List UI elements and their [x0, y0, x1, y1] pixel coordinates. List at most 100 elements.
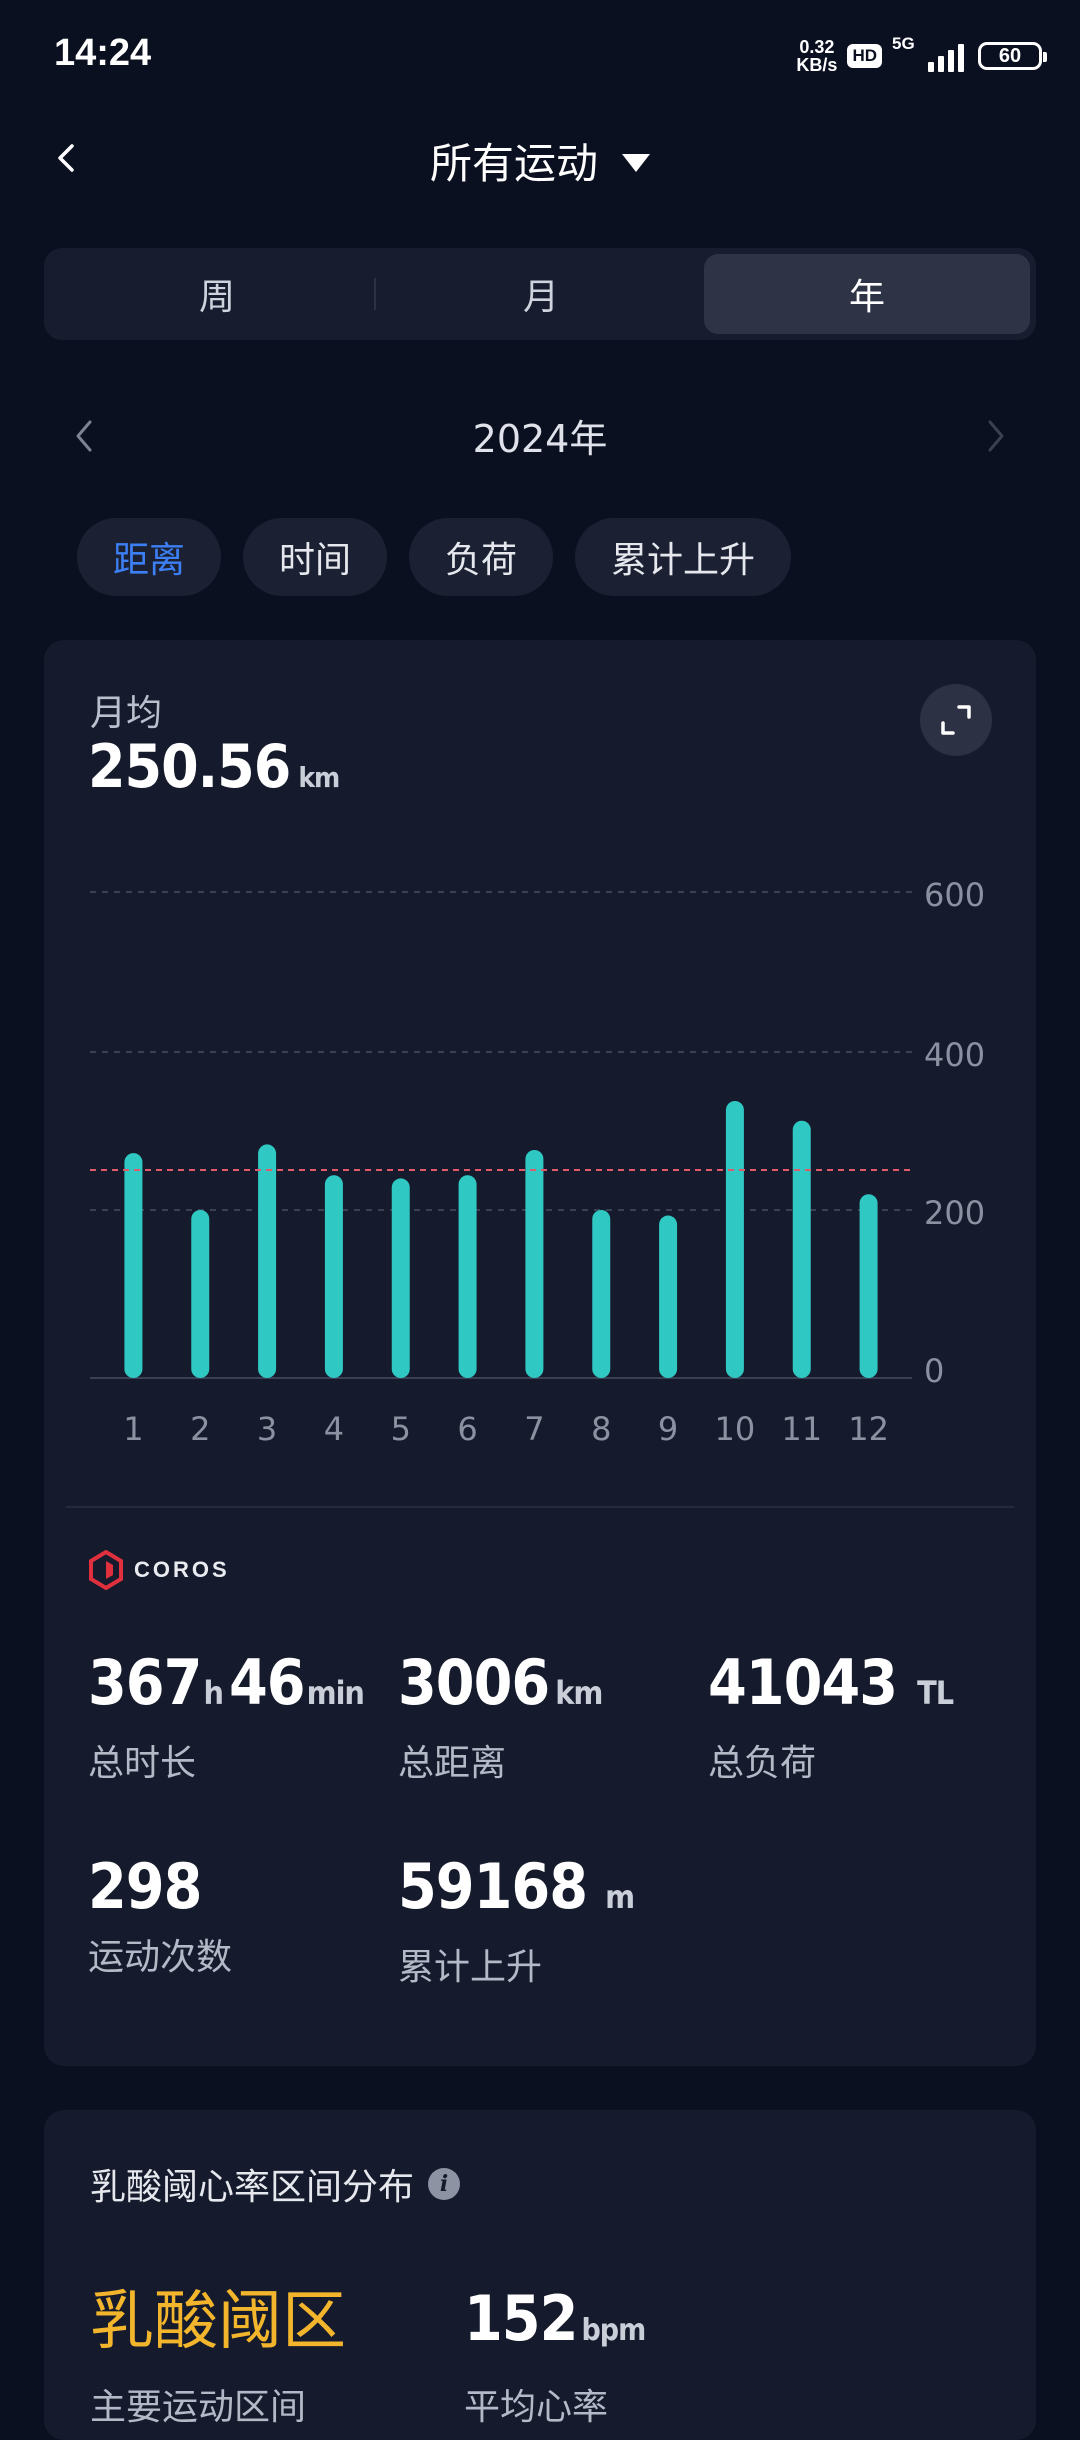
- total-distance-value: 3006 km: [398, 1646, 603, 1728]
- bar-month-4: [324, 1175, 343, 1378]
- total-time-label: 总时长: [88, 1743, 197, 1784]
- stat-total-distance: 3006 km 总距离: [398, 1646, 603, 1786]
- segment-divider: [374, 278, 376, 310]
- card-divider: [66, 1506, 1014, 1508]
- average-heart-rate-label: 平均心率: [464, 2387, 609, 2428]
- x-tick-label: 4: [324, 1410, 344, 1448]
- total-ascent-unit: m: [605, 1878, 635, 1916]
- total-time-value: 367h46min: [88, 1646, 365, 1728]
- y-tick-label: 600: [924, 876, 985, 914]
- bar-month-11: [792, 1120, 811, 1378]
- metric-tabs: 距离 时间 负荷 累计上升: [77, 518, 792, 596]
- sport-type-selector[interactable]: 所有运动: [0, 130, 1080, 191]
- page-title: 所有运动: [429, 139, 598, 188]
- x-tick-label: 7: [524, 1410, 544, 1448]
- monthly-average-number: 250.56: [88, 732, 291, 802]
- average-heart-rate-number: 152: [464, 2282, 578, 2355]
- status-bar: 14:24 0.32 KB/s HD 5G 60: [0, 0, 1080, 110]
- tab-week[interactable]: 周: [198, 277, 235, 318]
- next-year-icon[interactable]: [984, 418, 1008, 454]
- total-time-minutes: 46: [228, 1646, 306, 1719]
- bar-month-1: [124, 1153, 143, 1378]
- x-tick-label: 6: [457, 1410, 477, 1448]
- x-tick-label: 12: [848, 1410, 889, 1448]
- average-heart-rate-value: 152 bpm: [464, 2282, 646, 2355]
- header: 所有运动: [0, 110, 1080, 210]
- bar-month-2: [191, 1210, 210, 1378]
- y-tick-label: 400: [924, 1036, 985, 1074]
- total-distance-label: 总距离: [398, 1743, 507, 1784]
- total-distance-unit: km: [555, 1674, 603, 1712]
- coros-logo-text: COROS: [134, 1557, 230, 1582]
- previous-year-icon[interactable]: [72, 418, 96, 454]
- expand-chart-button[interactable]: [920, 684, 992, 756]
- battery-icon: 60: [978, 42, 1047, 70]
- monthly-average-label: 月均: [90, 693, 163, 734]
- x-tick-label: 8: [591, 1410, 611, 1448]
- total-ascent-value: 59168 m: [398, 1850, 635, 1932]
- stat-total-time: 367h46min 总时长: [88, 1646, 365, 1786]
- total-load-unit: TL: [917, 1674, 954, 1712]
- year-label: 2024年: [472, 417, 608, 461]
- metric-tab-load[interactable]: 负荷: [409, 518, 554, 596]
- tab-year[interactable]: 年: [704, 254, 1030, 334]
- bar-month-3: [258, 1144, 277, 1378]
- network-speed-unit: KB/s: [796, 55, 838, 75]
- main-zone-label: 主要运动区间: [90, 2387, 307, 2428]
- main-zone-name: 乳酸阈区: [90, 2285, 346, 2359]
- lactate-threshold-card: 乳酸阈心率区间分布 i 乳酸阈区 主要运动区间 152 bpm 平均心率: [44, 2110, 1036, 2440]
- info-icon[interactable]: i: [428, 2168, 461, 2200]
- x-tick-label: 10: [715, 1410, 756, 1448]
- battery-level: 60: [998, 44, 1022, 67]
- monthly-average-unit: km: [298, 761, 340, 794]
- network-speed: 0.32 KB/s: [796, 38, 837, 74]
- metric-tab-ascent[interactable]: 累计上升: [575, 518, 792, 596]
- stat-total-load: 41043 TL 总负荷: [708, 1648, 954, 1786]
- network-speed-value: 0.32: [799, 37, 835, 57]
- x-tick-label: 5: [391, 1410, 411, 1448]
- coros-logo: COROS: [88, 1550, 230, 1590]
- bar-month-5: [391, 1178, 410, 1378]
- total-load-value: 41043 TL: [708, 1648, 954, 1728]
- status-icons: 0.32 KB/s HD 5G 60: [796, 34, 1047, 78]
- workout-count-label: 运动次数: [88, 1937, 233, 1978]
- tab-month[interactable]: 月: [522, 277, 559, 318]
- expand-icon: [941, 705, 971, 735]
- stat-total-ascent: 59168 m 累计上升: [398, 1850, 635, 1990]
- bar-month-7: [525, 1149, 544, 1378]
- status-time: 14:24: [54, 32, 152, 74]
- distance-summary-card: 月均 250.56 km 600 400 200 0 1 2 3 4 5 6 7 8 9 10 11 12 CO…: [44, 640, 1036, 2066]
- back-arrow-icon[interactable]: [52, 144, 80, 172]
- bar-month-8: [592, 1210, 611, 1378]
- monthly-average-value: 250.56 km: [88, 732, 340, 802]
- total-time-minutes-unit: min: [306, 1674, 365, 1712]
- signal-icon: 5G: [892, 34, 964, 76]
- bar-month-9: [659, 1215, 678, 1378]
- workout-count-value: 298: [88, 1850, 202, 1923]
- total-load-label: 总负荷: [708, 1743, 817, 1784]
- y-tick-label: 200: [924, 1194, 985, 1232]
- total-ascent-label: 累计上升: [398, 1947, 543, 1988]
- average-heart-rate-unit: bpm: [581, 2313, 646, 2348]
- metric-tab-distance[interactable]: 距离: [77, 518, 222, 596]
- x-tick-label: 3: [257, 1410, 277, 1448]
- total-time-hours-unit: h: [203, 1674, 223, 1712]
- year-navigation: 2024年: [0, 400, 1080, 470]
- x-tick-label: 2: [190, 1410, 210, 1448]
- stat-workout-count: 298 运动次数: [88, 1852, 232, 1980]
- x-tick-label: 11: [781, 1410, 822, 1448]
- coros-logo-icon: [89, 1550, 123, 1590]
- x-tick-label: 9: [658, 1410, 678, 1448]
- total-ascent-number: 59168: [398, 1850, 588, 1923]
- y-tick-label: 0: [924, 1352, 944, 1390]
- period-segmented-control: 周 月 年: [44, 248, 1036, 340]
- bar-month-6: [458, 1175, 477, 1378]
- metric-tab-time[interactable]: 时间: [243, 518, 388, 596]
- caret-down-icon: [622, 153, 650, 172]
- bar-month-10: [725, 1100, 744, 1378]
- x-tick-label: 1: [123, 1410, 143, 1448]
- total-distance-number: 3006: [398, 1646, 550, 1719]
- hd-icon: HD: [847, 44, 882, 68]
- total-time-hours: 367: [88, 1646, 202, 1719]
- lactate-card-title-text: 乳酸阈心率区间分布: [90, 2167, 415, 2208]
